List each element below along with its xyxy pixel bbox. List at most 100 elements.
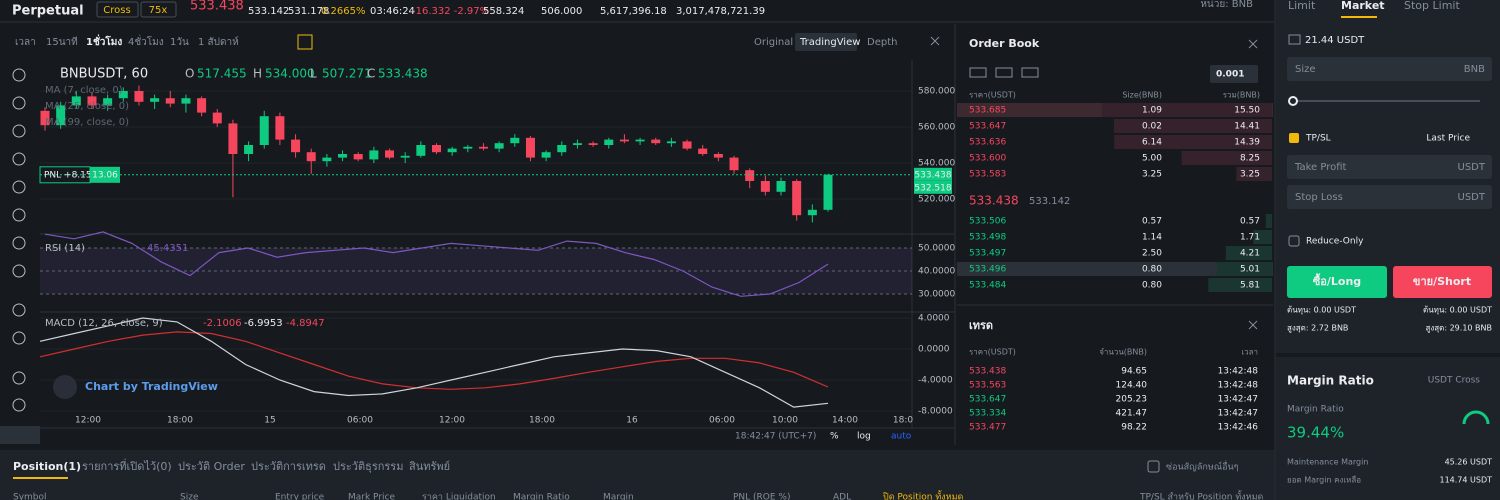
price: 533.647 bbox=[969, 122, 1006, 132]
candle-body bbox=[259, 116, 269, 145]
signal-line bbox=[39, 331, 829, 390]
title: Perpetual bbox=[12, 4, 84, 19]
mark-price: 533.142 bbox=[1029, 196, 1070, 207]
input-label[interactable]: Stop Loss bbox=[1295, 192, 1343, 203]
chart-footer[interactable]: auto bbox=[891, 432, 912, 442]
margin-mode[interactable]: Cross bbox=[103, 5, 130, 16]
unit: หน่วย: BNB bbox=[1200, 0, 1253, 10]
view-tab[interactable]: TradingView bbox=[799, 37, 860, 48]
price: 533.498 bbox=[969, 233, 1006, 243]
stat: 5,617,396.18 bbox=[600, 6, 667, 17]
checkbox-label[interactable]: Reduce-Only bbox=[1306, 237, 1364, 247]
candle-body bbox=[338, 154, 348, 158]
column-header[interactable]: ปิด Position ทั้งหมด bbox=[883, 490, 964, 500]
position-tab[interactable]: รายการที่เปิดไว้(0) bbox=[82, 458, 172, 473]
leverage[interactable]: 75x bbox=[149, 5, 168, 16]
tool-icon[interactable] bbox=[12, 398, 26, 412]
depth-bar bbox=[1253, 230, 1272, 244]
x-tick-label: 06:00 bbox=[709, 416, 735, 426]
step[interactable]: 0.001 bbox=[1216, 70, 1244, 80]
trade-time: 13:42:47 bbox=[1218, 409, 1258, 419]
interval[interactable]: 1วัน bbox=[170, 37, 189, 48]
macd-reading: -6.9953 bbox=[244, 318, 283, 329]
checkbox-label[interactable]: TP/SL bbox=[1305, 134, 1331, 144]
candle-body bbox=[275, 116, 285, 140]
y-tick-label: -4.0000 bbox=[918, 376, 953, 386]
candle-body bbox=[306, 152, 316, 162]
candle-body bbox=[463, 146, 473, 149]
total: 0.57 bbox=[1240, 217, 1260, 227]
size: 3.25 bbox=[1142, 170, 1162, 180]
input bbox=[1287, 185, 1492, 209]
trade-size: 421.47 bbox=[1116, 409, 1148, 419]
interval[interactable]: 1ชั่วโมง bbox=[86, 34, 122, 48]
position-tab[interactable]: ประวัติธุรกรรม bbox=[333, 460, 403, 473]
view-icon bbox=[995, 67, 1013, 78]
tool-icon[interactable] bbox=[12, 331, 26, 345]
tool-icon[interactable] bbox=[12, 68, 26, 82]
input-label[interactable]: Take Profit bbox=[1294, 162, 1347, 173]
macd-reading: -2.1006 bbox=[203, 318, 242, 329]
column-header: Entry price bbox=[275, 493, 325, 500]
interval[interactable]: 15นาที bbox=[46, 36, 78, 48]
total: 3.25 bbox=[1240, 170, 1260, 180]
column-header: จำนวน(BNB) bbox=[1099, 348, 1147, 357]
sell-button[interactable]: ขาย/Short bbox=[1413, 275, 1471, 288]
checkbox bbox=[1147, 460, 1160, 473]
close-icon bbox=[1248, 320, 1258, 330]
macd-line bbox=[39, 317, 829, 408]
tool-icon[interactable] bbox=[12, 303, 26, 317]
column-header: PNL (ROE %) bbox=[733, 493, 791, 500]
candle-body bbox=[87, 96, 97, 106]
column-header: ราคา Liquidation bbox=[422, 493, 496, 500]
input-label[interactable]: Size bbox=[1295, 64, 1316, 75]
buy-button[interactable]: ซื้อ/Long bbox=[1313, 273, 1361, 288]
margin-mode[interactable]: USDT Cross bbox=[1428, 376, 1481, 386]
rsi-band bbox=[40, 248, 912, 294]
checkbox-label[interactable]: ซ่อนสัญลักษณ์อื่นๆ bbox=[1166, 460, 1239, 473]
tool-icon[interactable] bbox=[12, 236, 26, 250]
candle-body bbox=[369, 150, 379, 160]
candle-body bbox=[478, 146, 488, 149]
margin-row-value: 114.74 USDT bbox=[1439, 476, 1492, 485]
tool-icon[interactable] bbox=[12, 371, 26, 385]
depth-bar bbox=[1236, 167, 1272, 181]
order-tab[interactable]: Market bbox=[1341, 0, 1385, 12]
candle-body bbox=[197, 98, 207, 113]
y-tick-label: 520.000 bbox=[918, 195, 955, 205]
chart-footer[interactable]: % bbox=[830, 432, 839, 442]
pnl-size-box bbox=[90, 166, 120, 183]
chart-footer[interactable]: log bbox=[857, 432, 871, 442]
tool-icon[interactable] bbox=[12, 208, 26, 222]
tab-underline bbox=[13, 477, 68, 479]
trigger: Last Price bbox=[1426, 134, 1470, 144]
interval[interactable]: 4ชั่วโมง bbox=[128, 34, 164, 48]
stat: 533.142 bbox=[248, 6, 289, 17]
tool-icon[interactable] bbox=[12, 152, 26, 166]
slider-knob[interactable] bbox=[1288, 96, 1298, 106]
size: 1.09 bbox=[1142, 106, 1162, 116]
view-tab[interactable]: Depth bbox=[867, 37, 897, 48]
position-tab[interactable]: ประวัติการเทรด bbox=[251, 460, 326, 473]
tool-icon[interactable] bbox=[12, 180, 26, 194]
checkbox bbox=[1288, 235, 1300, 247]
candle-body bbox=[807, 209, 817, 216]
position-tab[interactable]: ประวัติ Order bbox=[178, 460, 245, 473]
candle-body bbox=[291, 139, 301, 153]
position-tab[interactable]: สินทรัพย์ bbox=[409, 460, 450, 473]
order-tab[interactable]: Stop Limit bbox=[1404, 0, 1460, 12]
tool-icon[interactable] bbox=[12, 124, 26, 138]
panel-title: เทรด bbox=[969, 319, 993, 332]
input-unit: USDT bbox=[1458, 192, 1486, 203]
tool-icon[interactable] bbox=[12, 96, 26, 110]
view-tab[interactable]: Original bbox=[754, 37, 793, 48]
candle-body bbox=[447, 148, 457, 153]
tool-icon[interactable] bbox=[12, 264, 26, 278]
right-panel bbox=[1276, 0, 1500, 500]
y-tick-label: -8.0000 bbox=[918, 407, 953, 417]
order-tab[interactable]: Limit bbox=[1288, 0, 1316, 12]
position-tab[interactable]: Position(1) bbox=[13, 460, 81, 473]
interval[interactable]: 1 สัปดาห์ bbox=[198, 36, 239, 48]
margin-row-label: Maintenance Margin bbox=[1287, 458, 1368, 467]
total: 14.39 bbox=[1234, 138, 1260, 148]
